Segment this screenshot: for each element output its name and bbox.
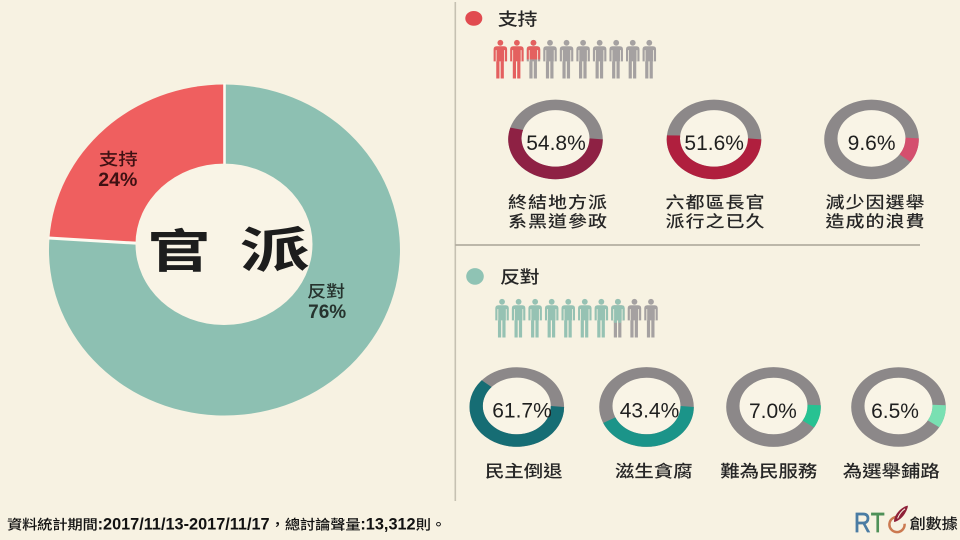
svg-text:R: R (854, 507, 871, 538)
svg-text:6.5%: 6.5% (871, 400, 919, 423)
svg-text:7.0%: 7.0% (749, 400, 797, 423)
svg-text:54.8%: 54.8% (526, 132, 586, 155)
svg-text:T: T (871, 507, 885, 538)
svg-text:24%: 24% (98, 169, 137, 191)
svg-text:76%: 76% (308, 302, 346, 323)
svg-text:61.7%: 61.7% (492, 400, 552, 423)
svg-text:9.6%: 9.6% (848, 132, 896, 155)
svg-text:43.4%: 43.4% (620, 400, 680, 423)
svg-text:51.6%: 51.6% (684, 132, 744, 155)
svg-text::2017/11/13-2017/11/17: :2017/11/13-2017/11/17 (98, 516, 270, 534)
svg-text::13,312: :13,312 (360, 516, 415, 534)
